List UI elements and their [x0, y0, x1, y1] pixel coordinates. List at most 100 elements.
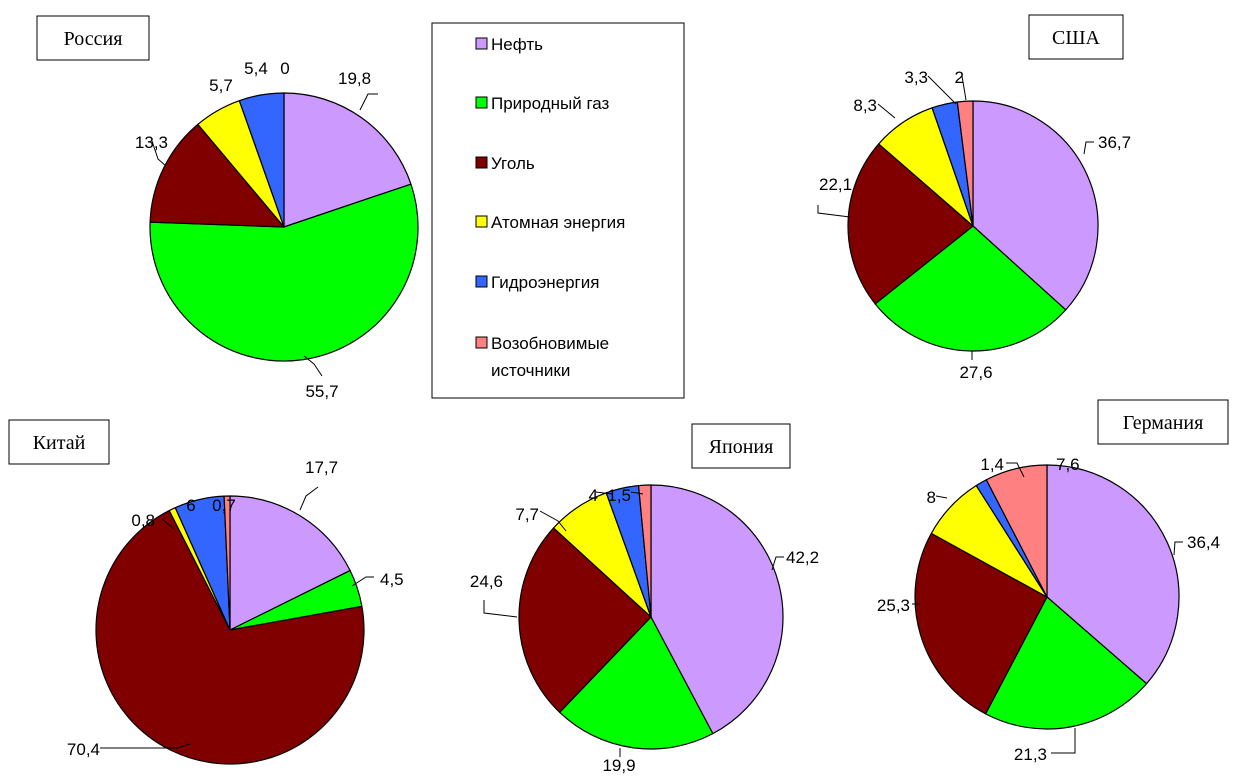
chart-title: Китай	[33, 432, 86, 454]
chart-title-box	[8, 419, 110, 465]
leader-line	[1051, 728, 1076, 754]
legend-item-label: источники	[491, 361, 570, 380]
legend-item-label: Гидроэнергия	[491, 273, 599, 292]
data-label: 42,2	[786, 548, 819, 567]
pie-slice	[650, 484, 784, 735]
data-label: 2	[955, 68, 964, 87]
legend-item-label: Уголь	[491, 154, 535, 173]
data-label: 36,4	[1187, 533, 1220, 552]
data-label: 19,9	[602, 756, 635, 775]
data-label: 4	[589, 486, 598, 505]
data-label: 1,4	[980, 455, 1004, 474]
chart-title-box	[1028, 14, 1124, 60]
legend-swatch	[475, 336, 488, 349]
pie-slice	[518, 527, 652, 713]
data-label: 13,3	[135, 133, 168, 152]
pie-slice	[283, 92, 412, 228]
pie-chart: 36,7 27,6 22,1 8,3 3,3 2 США	[817, 14, 1131, 382]
data-label: 0,7	[212, 496, 236, 515]
legend-item-label: Нефть	[491, 35, 543, 54]
leader-line	[817, 205, 851, 218]
data-label: 3,3	[904, 68, 928, 87]
data-label: 36,7	[1098, 133, 1131, 152]
leader-line	[161, 518, 175, 530]
legend-item-label: Природный газ	[491, 94, 610, 113]
data-label: 21,3	[1014, 745, 1047, 764]
leader-line	[299, 486, 319, 511]
pie-slice	[985, 596, 1148, 730]
data-label: 7,6	[1056, 455, 1080, 474]
data-label: 1,5	[607, 486, 631, 505]
chart-title: Япония	[709, 436, 774, 458]
legend-swatch	[475, 156, 488, 169]
legend-swatch	[475, 96, 488, 109]
data-label: 8	[927, 488, 936, 507]
legend-frame	[431, 22, 685, 399]
pie-slice	[229, 495, 351, 631]
legend-swatch	[475, 275, 488, 288]
leader-line	[927, 75, 957, 105]
pie-slice	[223, 495, 231, 631]
pie-slice	[914, 532, 1048, 715]
pie-slice	[847, 143, 974, 305]
data-label: 4,5	[380, 570, 404, 589]
pie-chart: 19,8 55,7 13,3 5,7 5,4 0 Россия	[36, 15, 419, 401]
pie-slice	[238, 92, 285, 228]
pie-chart: 17,7 4,5 70,4 0,8 6 0,7 Китай	[8, 419, 404, 765]
pie-slice	[95, 509, 365, 765]
chart-title-box	[36, 15, 150, 61]
chart-title: Россия	[64, 28, 123, 50]
pie-slice	[1046, 464, 1180, 685]
leader-line	[151, 140, 167, 167]
leader-line	[935, 495, 948, 499]
pie-chart: 42,2 19,9 24,6 7,7 4 1,5 Япония	[470, 423, 819, 775]
data-label: 27,6	[959, 363, 992, 382]
data-label: 5,7	[209, 76, 233, 95]
legend-swatch	[475, 37, 488, 50]
pie-slice	[559, 616, 714, 750]
leader-line	[351, 576, 374, 587]
leader-line	[483, 600, 518, 618]
pie-chart: 36,4 21,3 25,3 8 1,4 7,6 Германия	[877, 399, 1229, 764]
chart-title-box	[1097, 399, 1229, 445]
pie-slice	[985, 464, 1048, 598]
legend-swatch	[475, 215, 488, 228]
chart-title: США	[1052, 27, 1101, 49]
chart-title-box	[691, 423, 791, 469]
leader-line	[100, 743, 191, 749]
data-label: 17,7	[305, 458, 338, 477]
leader-line	[595, 491, 613, 495]
pie-slice	[149, 183, 419, 362]
pie-slice	[972, 100, 1099, 311]
leader-line	[1006, 462, 1025, 478]
leader-line	[961, 75, 967, 101]
leader-line	[1083, 141, 1094, 155]
pie-slice	[956, 100, 974, 227]
chart-title: Германия	[1123, 412, 1204, 434]
leader-line	[1173, 541, 1183, 556]
data-label: 22,1	[819, 175, 852, 194]
leader-line	[771, 556, 784, 571]
leader-line	[303, 355, 323, 377]
pie-slice	[874, 225, 1067, 352]
leader-line	[630, 491, 644, 495]
data-label: 70,4	[67, 740, 100, 759]
data-label: 24,6	[470, 572, 503, 591]
data-label: 19,8	[338, 69, 371, 88]
leader-line	[359, 93, 378, 111]
data-label: 25,3	[877, 596, 910, 615]
data-label: 0,8	[131, 511, 155, 530]
legend-item-label: Атомная энергия	[491, 213, 625, 232]
data-label: 7,7	[515, 505, 539, 524]
legend: Нефть Природный газ Уголь Атомная энергия Ги…	[431, 22, 685, 399]
leader-line	[877, 103, 896, 119]
leader-line	[539, 510, 567, 532]
legend-item-label: Возобновимые	[491, 334, 609, 353]
data-label: 0	[280, 59, 289, 78]
data-label: 5,4	[244, 59, 268, 78]
pie-slice	[637, 484, 652, 618]
data-label: 55,7	[305, 382, 338, 401]
data-label: 6	[186, 496, 195, 515]
data-label: 8,3	[853, 96, 877, 115]
